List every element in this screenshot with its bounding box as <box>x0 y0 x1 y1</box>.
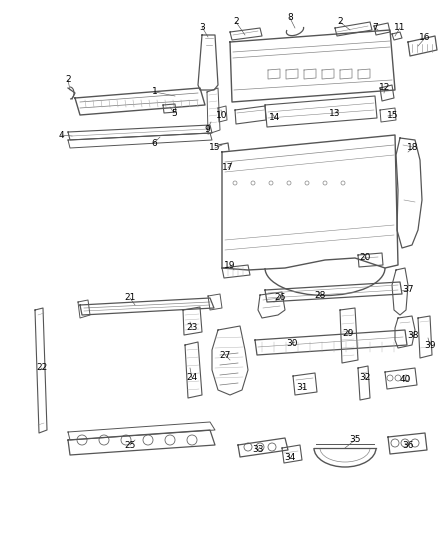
Text: 16: 16 <box>419 34 431 43</box>
Text: 32: 32 <box>359 374 371 383</box>
Text: 2: 2 <box>65 76 71 85</box>
Text: 24: 24 <box>187 374 198 383</box>
Text: 20: 20 <box>359 254 371 262</box>
Text: 9: 9 <box>204 125 210 134</box>
Text: 23: 23 <box>186 324 198 333</box>
Text: 37: 37 <box>402 286 414 295</box>
Text: 6: 6 <box>151 139 157 148</box>
Text: 40: 40 <box>399 376 411 384</box>
Text: 17: 17 <box>222 164 234 173</box>
Text: 22: 22 <box>36 364 48 373</box>
Text: 2: 2 <box>337 18 343 27</box>
Text: 33: 33 <box>252 446 264 455</box>
Text: 21: 21 <box>124 294 136 303</box>
Text: 15: 15 <box>387 110 399 119</box>
Text: 2: 2 <box>233 18 239 27</box>
Text: 15: 15 <box>209 143 221 152</box>
Text: 30: 30 <box>286 338 298 348</box>
Text: 18: 18 <box>407 143 419 152</box>
Text: 26: 26 <box>274 294 286 303</box>
Text: 7: 7 <box>372 23 378 33</box>
Text: 39: 39 <box>424 341 436 350</box>
Text: 28: 28 <box>314 290 326 300</box>
Text: 25: 25 <box>124 440 136 449</box>
Text: 36: 36 <box>402 440 414 449</box>
Text: 1: 1 <box>152 87 158 96</box>
Text: 35: 35 <box>349 435 361 445</box>
Text: 19: 19 <box>224 261 236 270</box>
Text: 27: 27 <box>219 351 231 359</box>
Text: 31: 31 <box>296 384 308 392</box>
Text: 10: 10 <box>216 110 228 119</box>
Text: 3: 3 <box>199 22 205 31</box>
Text: 4: 4 <box>58 131 64 140</box>
Text: 34: 34 <box>284 454 296 463</box>
Text: 5: 5 <box>171 109 177 117</box>
Text: 14: 14 <box>269 114 281 123</box>
Text: 12: 12 <box>379 84 391 93</box>
Text: 11: 11 <box>394 23 406 33</box>
Text: 38: 38 <box>407 330 419 340</box>
Text: 29: 29 <box>343 328 354 337</box>
Text: 8: 8 <box>287 13 293 22</box>
Text: 13: 13 <box>329 109 341 117</box>
